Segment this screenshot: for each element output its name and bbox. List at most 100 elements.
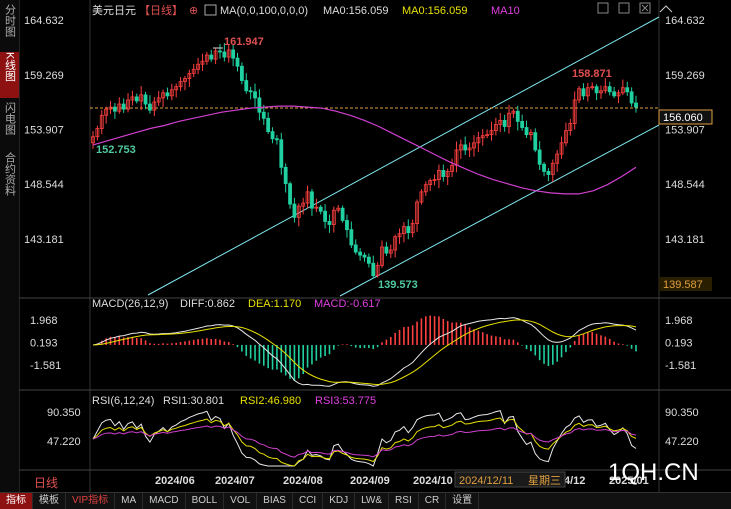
macd-y-tick-right: -1.581: [665, 360, 696, 372]
y-tick-left: 164.632: [24, 15, 64, 27]
rsi-tab[interactable]: RSI: [389, 493, 419, 509]
candle-body: [318, 206, 323, 212]
lw-tab[interactable]: LW&: [355, 493, 390, 509]
candle-body: [493, 124, 498, 131]
macd-value: MACD:-0.617: [314, 298, 381, 310]
ma-tab[interactable]: MA: [115, 493, 144, 509]
candle-body: [375, 264, 380, 276]
candle-body: [441, 170, 446, 177]
candle-body: [485, 134, 490, 137]
close-icon[interactable]: [639, 2, 651, 14]
vip-indicator-tab[interactable]: VIP指标: [66, 493, 116, 509]
template-tab[interactable]: 模板: [33, 493, 66, 509]
indicator-tab[interactable]: 指标: [0, 493, 33, 509]
candle-body: [358, 251, 363, 256]
candle-body: [126, 99, 130, 110]
y-tick-right: 148.544: [665, 179, 705, 191]
candle-body: [104, 108, 109, 116]
y-tick-right: 159.269: [665, 70, 705, 82]
rsi3-line: [92, 425, 637, 458]
chart-settings-icon[interactable]: [204, 4, 217, 16]
x-tick: 2024/06: [155, 475, 195, 487]
grid-icon[interactable]: [597, 2, 609, 14]
boll-tab[interactable]: BOLL: [186, 493, 225, 509]
candle-body: [99, 114, 104, 129]
candle-body: [310, 191, 314, 209]
tab-contract-info[interactable]: 合约资料: [3, 152, 16, 196]
candle-body: [616, 92, 621, 97]
candle-body: [634, 102, 638, 108]
rsi2-value: RSI2:46.980: [240, 395, 301, 407]
settings-tab[interactable]: 设置: [446, 493, 480, 509]
candle-body: [419, 191, 424, 203]
candle-body: [178, 81, 183, 88]
period-label[interactable]: 【日线】: [139, 3, 183, 17]
candle-body: [564, 130, 568, 144]
candle-body: [542, 163, 546, 172]
kline-chart[interactable]: 美元日元 【日线】 ⊕ MA(0,0,100,0,0,0) MA0:156.05…: [0, 0, 731, 492]
period-indicator[interactable]: 日线: [34, 476, 58, 490]
candle-body: [209, 54, 214, 60]
candle-body: [143, 94, 148, 105]
macd-title: MACD(26,12,9): [92, 298, 168, 310]
candle-body: [148, 103, 152, 111]
candle-body: [331, 209, 336, 225]
collapse-icon[interactable]: [659, 5, 673, 13]
macd-tab[interactable]: MACD: [143, 493, 186, 509]
candle-body: [183, 78, 187, 82]
cursor-weekday: 星期三: [528, 474, 561, 487]
rsi-y-tick-left: 90.350: [47, 407, 81, 419]
tab-time-sharing[interactable]: 分时图: [3, 4, 16, 37]
rsi3-value: RSI3:53.775: [315, 395, 376, 407]
cr-tab[interactable]: CR: [419, 493, 447, 509]
candle-body: [524, 127, 529, 136]
candle-body: [108, 106, 113, 110]
candle-body: [204, 54, 209, 62]
close-icon-x: [641, 4, 649, 12]
candle-body: [323, 210, 327, 222]
rsi-title: RSI(6,12,24): [92, 395, 154, 407]
macd-y-tick-right: 1.968: [665, 315, 693, 327]
candle-body: [384, 246, 389, 254]
y-tick-left: 159.269: [24, 70, 64, 82]
x-axis: 2024/06 2024/07 2024/08 2024/09 2024/10 4/12 2…: [155, 475, 649, 487]
candle-body: [139, 94, 144, 102]
candle-body: [467, 147, 472, 151]
candle-body: [476, 137, 481, 144]
candle-body: [327, 221, 332, 225]
candle-body: [507, 112, 511, 127]
candle-body: [213, 50, 218, 60]
candle-body: [362, 254, 367, 258]
kdj-tab[interactable]: KDJ: [323, 493, 356, 509]
candle-body: [402, 226, 406, 235]
cursor-date: 2024/12/11: [459, 475, 513, 487]
candle-body: [393, 236, 398, 251]
candle-body: [380, 246, 384, 266]
x-tick: 2024/08: [283, 475, 323, 487]
candle-body: [603, 86, 608, 92]
candle-body: [275, 138, 279, 141]
candle-body: [415, 201, 419, 224]
tab-kline[interactable]: K线图: [0, 52, 19, 98]
candle-body: [257, 97, 262, 113]
rsi-y-tick-left: 47.220: [47, 436, 81, 448]
candle-body: [489, 130, 494, 136]
candle-body: [226, 49, 231, 58]
candle-body: [472, 142, 476, 149]
ma0-line: [92, 105, 637, 195]
x-tick: 2024/10: [413, 475, 453, 487]
bias-tab[interactable]: BIAS: [257, 493, 293, 509]
candle-body: [222, 51, 227, 58]
rsi-y-tick-right: 90.350: [665, 407, 699, 419]
restore-icon[interactable]: [618, 2, 630, 14]
add-icon[interactable]: ⊕: [189, 5, 198, 17]
candle-body: [134, 96, 139, 102]
candle-body: [555, 153, 560, 164]
macd-y-tick-right: 0.193: [665, 338, 693, 350]
candle-body: [590, 86, 595, 89]
tab-flash-chart[interactable]: 闪电图: [3, 102, 16, 135]
candle-body: [625, 87, 630, 93]
current-price: 156.060: [663, 112, 703, 124]
vol-tab[interactable]: VOL: [224, 493, 258, 509]
cci-tab[interactable]: CCI: [293, 493, 324, 509]
